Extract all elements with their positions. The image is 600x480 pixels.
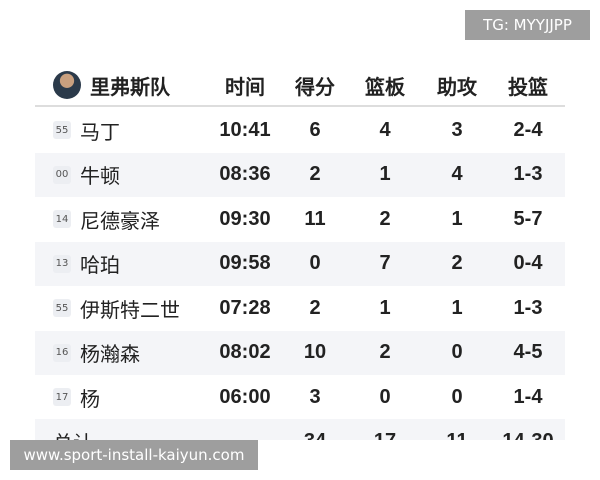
minutes: 10:41: [219, 118, 271, 141]
team-name: 里弗斯队: [90, 76, 170, 99]
assists: 4: [451, 163, 463, 185]
minutes: 06:00: [219, 385, 271, 408]
player-row: 00 牛顿 08:36 2 1 4 1-3: [35, 152, 565, 197]
field-goals: 0-4: [513, 252, 543, 274]
points: 2: [309, 163, 321, 185]
assists: 1: [451, 207, 463, 230]
rebounds: 7: [379, 252, 391, 274]
player-name: 哈珀: [80, 255, 120, 277]
rebounds: 2: [379, 341, 391, 363]
header-field-goals: 投篮: [508, 76, 548, 99]
rebounds: 4: [379, 118, 391, 141]
player-name: 杨: [80, 388, 100, 411]
jersey-number: 55: [53, 121, 71, 139]
header-assists: 助攻: [437, 76, 477, 99]
assists: 0: [451, 341, 463, 363]
minutes: 09:58: [219, 252, 271, 274]
points: 3: [309, 385, 321, 408]
points: 2: [309, 296, 321, 319]
watermark-bottom: www.sport-install-kaiyun.com: [10, 440, 258, 470]
jersey-number: 00: [53, 165, 71, 184]
assists: 3: [451, 118, 463, 141]
box-score-table: 里弗斯队 时间 得分 篮板 助攻 投篮 55 马丁 10:41 6 4 3 2-…: [35, 40, 565, 440]
player-row: 13 哈珀 09:58 0 7 2 0-4: [35, 241, 565, 286]
field-goals: 4-5: [513, 341, 543, 363]
field-goals: 5-7: [513, 207, 543, 230]
jersey-number: 55: [53, 299, 71, 317]
assists: 1: [451, 296, 463, 319]
field-goals: 1-4: [513, 385, 543, 408]
header-rebounds: 篮板: [365, 76, 405, 99]
player-name: 伊斯特二世: [80, 299, 180, 322]
points: 11: [304, 207, 326, 230]
player-name: 马丁: [80, 121, 120, 144]
assists: 0: [451, 385, 463, 408]
field-goals: 1-3: [513, 296, 543, 319]
field-goals: 1-3: [513, 163, 543, 185]
minutes: 09:30: [219, 207, 271, 230]
total-assists: 11: [427, 419, 487, 441]
total-field-goals: 14-30: [495, 419, 561, 441]
header-points: 得分: [295, 76, 335, 99]
player-row: 14 尼德豪泽 09:30 11 2 1 5-7: [35, 197, 565, 241]
header-time: 时间: [225, 76, 265, 99]
minutes: 08:02: [219, 341, 271, 363]
points: 0: [309, 252, 321, 274]
jersey-number: 16: [53, 343, 71, 362]
player-row: 16 杨瀚森 08:02 10 2 0 4-5: [35, 330, 565, 375]
rebounds: 1: [379, 163, 391, 185]
player-avatar: [53, 71, 81, 99]
assists: 2: [451, 252, 463, 274]
rebounds: 1: [379, 296, 391, 319]
rebounds: 2: [379, 207, 391, 230]
points: 6: [309, 118, 321, 141]
total-rebounds: 17: [355, 419, 415, 441]
player-name: 杨瀚森: [80, 344, 140, 366]
player-name: 尼德豪泽: [80, 210, 160, 233]
field-goals: 2-4: [513, 118, 543, 141]
jersey-number: 17: [53, 388, 71, 406]
player-row: 17 杨 06:00 3 0 0 1-4: [35, 375, 565, 419]
jersey-number: 13: [53, 254, 71, 273]
points: 10: [303, 341, 327, 363]
table-header: 里弗斯队 时间 得分 篮板 助攻 投篮: [35, 65, 565, 107]
total-row: 总计 34 17 11 14-30: [35, 419, 565, 440]
total-points: 34: [285, 419, 345, 441]
minutes: 08:36: [219, 163, 271, 185]
player-row: 55 伊斯特二世 07:28 2 1 1 1-3: [35, 286, 565, 330]
rebounds: 0: [379, 385, 391, 408]
jersey-number: 14: [53, 210, 71, 228]
minutes: 07:28: [219, 296, 271, 319]
watermark-top: TG: MYYJJPP: [465, 10, 590, 40]
total-label: 总计: [53, 419, 223, 441]
player-name: 牛顿: [80, 166, 120, 188]
player-row: 55 马丁 10:41 6 4 3 2-4: [35, 108, 565, 152]
